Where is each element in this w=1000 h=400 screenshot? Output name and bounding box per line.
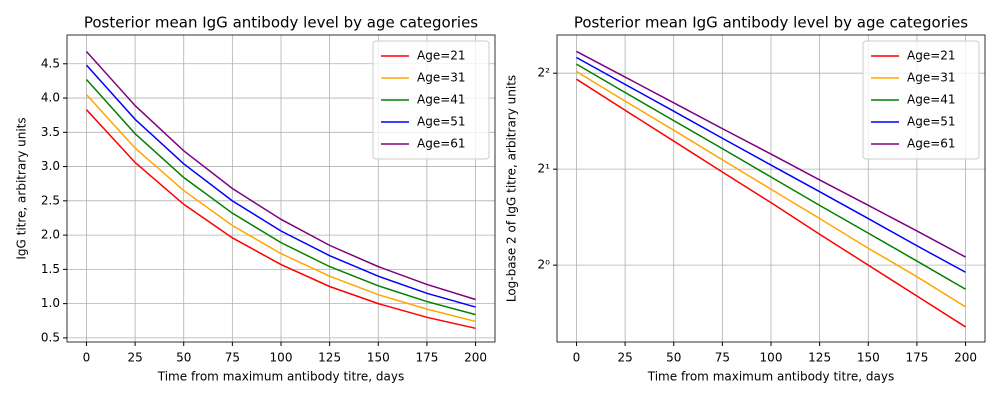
legend-label: Age=41 xyxy=(417,93,466,107)
y-tick-label: 2¹ xyxy=(538,162,551,176)
legend-label: Age=61 xyxy=(907,137,956,151)
x-tick-label: 0 xyxy=(573,351,581,365)
y-tick-label: 2² xyxy=(538,66,551,80)
x-axis-label: Time from maximum antibody titre, days xyxy=(647,370,894,384)
series-line xyxy=(576,63,966,290)
series-line xyxy=(576,56,966,273)
x-tick-label: 175 xyxy=(905,351,928,365)
y-tick-label: 0.5 xyxy=(41,330,60,344)
x-tick-label: 100 xyxy=(270,351,293,365)
chart-title: Posterior mean IgG antibody level by age… xyxy=(84,14,478,32)
legend-box xyxy=(372,40,490,160)
series-line xyxy=(85,79,476,316)
legend-label: Age=31 xyxy=(907,71,956,85)
x-tick-label: 175 xyxy=(415,351,438,365)
x-tick-label: 100 xyxy=(760,351,783,365)
legend-label: Age=51 xyxy=(907,115,956,129)
x-tick-label: 75 xyxy=(715,351,730,365)
y-tick-label: 3.0 xyxy=(41,159,60,173)
y-tick-label: 2⁰ xyxy=(538,258,551,272)
x-tick-label: 0 xyxy=(83,351,91,365)
x-tick-label: 125 xyxy=(808,351,831,365)
x-tick-label: 200 xyxy=(464,351,487,365)
x-tick-label: 75 xyxy=(225,351,240,365)
x-tick-label: 50 xyxy=(666,351,681,365)
legend-box xyxy=(862,40,980,160)
x-tick-label: 125 xyxy=(318,351,341,365)
legend-label: Age=21 xyxy=(417,49,466,63)
y-tick-label: 2.0 xyxy=(41,228,60,242)
series-line xyxy=(85,94,476,323)
x-tick-label: 50 xyxy=(176,351,191,365)
legend-label: Age=61 xyxy=(417,137,466,151)
y-tick-label: 4.0 xyxy=(41,91,60,105)
y-tick-label: 4.5 xyxy=(41,56,60,70)
series-line xyxy=(85,50,476,301)
x-tick-label: 200 xyxy=(954,351,977,365)
legend-label: Age=21 xyxy=(907,49,956,63)
series-line xyxy=(85,109,476,330)
y-tick-label: 1.0 xyxy=(41,296,60,310)
x-axis-label: Time from maximum antibody titre, days xyxy=(157,370,404,384)
legend-label: Age=41 xyxy=(907,93,956,107)
axes-frame xyxy=(556,34,986,343)
y-tick-label: 1.5 xyxy=(41,262,60,276)
y-tick-label: 3.5 xyxy=(41,125,60,139)
x-tick-label: 150 xyxy=(367,351,390,365)
legend-label: Age=51 xyxy=(417,115,466,129)
axes-frame xyxy=(66,34,496,343)
series-line xyxy=(85,64,476,308)
series-line xyxy=(576,78,966,328)
series-line xyxy=(576,70,966,308)
x-tick-label: 25 xyxy=(127,351,142,365)
legend-label: Age=31 xyxy=(417,71,466,85)
y-axis-label: Log-base 2 of IgG titre, arbitrary units xyxy=(505,75,519,302)
chart-title: Posterior mean IgG antibody level by age… xyxy=(574,14,968,32)
x-tick-label: 150 xyxy=(857,351,880,365)
y-tick-label: 2.5 xyxy=(41,193,60,207)
x-tick-label: 25 xyxy=(617,351,632,365)
y-axis-label: IgG titre, arbitrary units xyxy=(15,117,29,259)
series-line xyxy=(576,50,966,258)
